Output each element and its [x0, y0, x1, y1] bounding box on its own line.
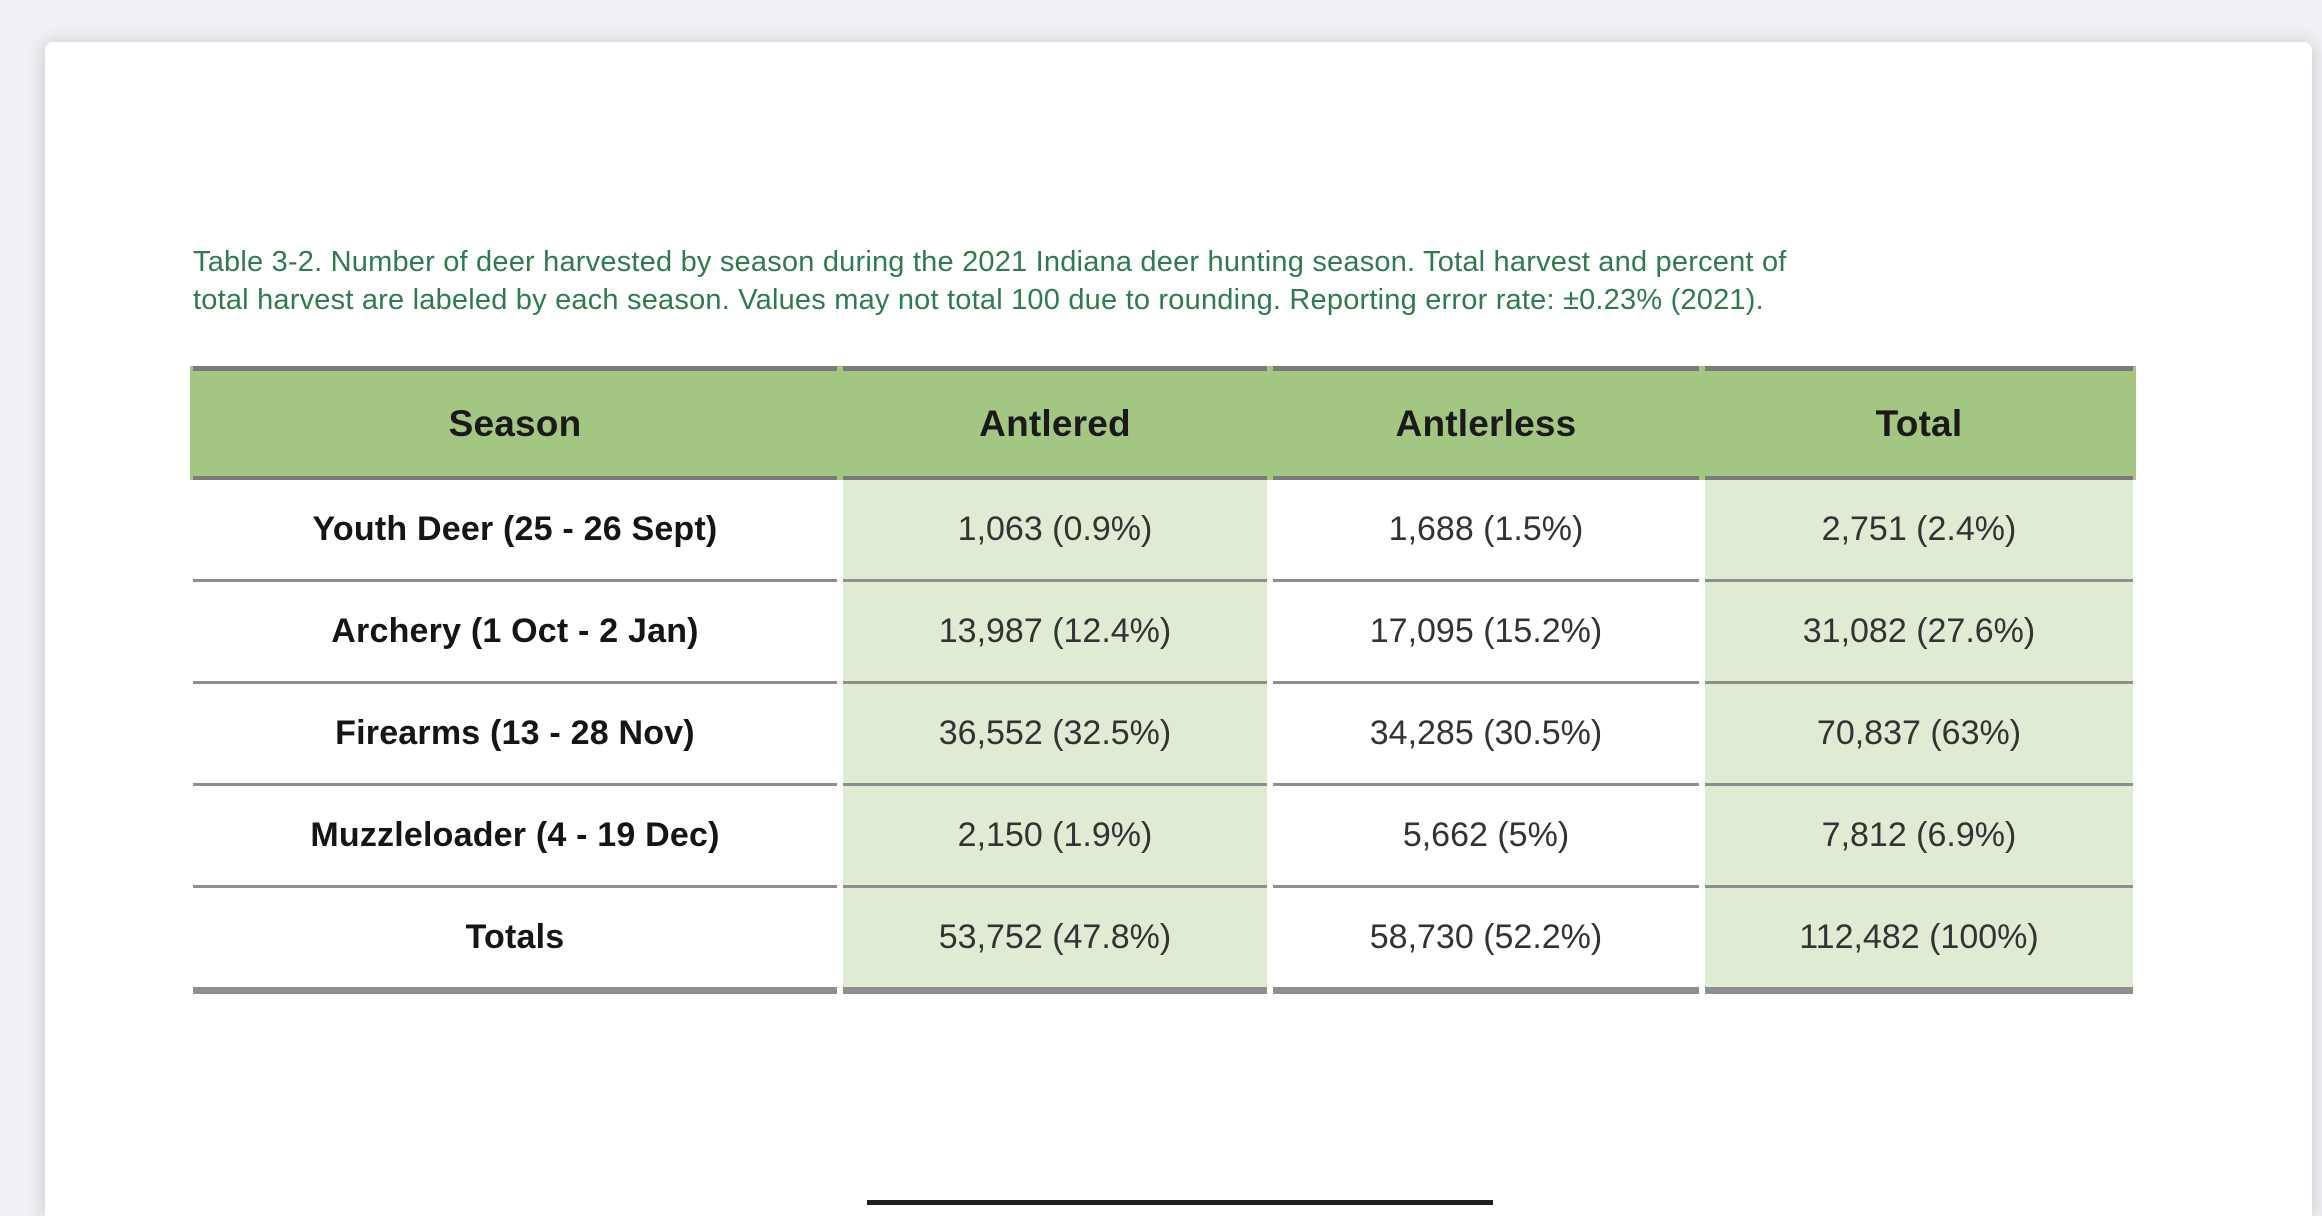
total-cell: 7,812 (6.9%): [1705, 786, 2133, 888]
antlerless-cell: 5,662 (5%): [1273, 786, 1699, 888]
harvest-table-body: Youth Deer (25 - 26 Sept) 1,063 (0.9%) 1,6…: [193, 480, 2133, 994]
table-row: Youth Deer (25 - 26 Sept) 1,063 (0.9%) 1,6…: [193, 480, 2133, 582]
antlered-cell: 13,987 (12.4%): [843, 582, 1267, 684]
antlered-cell: 36,552 (32.5%): [843, 684, 1267, 786]
table-caption-line-1: Table 3-2. Number of deer harvested by s…: [193, 246, 1787, 278]
totals-row: Totals 53,752 (47.8%) 58,730 (52.2%) 112,48…: [193, 888, 2133, 994]
table-caption: Table 3-2. Number of deer harvested by s…: [193, 243, 2113, 319]
season-cell: Youth Deer (25 - 26 Sept): [193, 480, 837, 582]
total-cell: 31,082 (27.6%): [1705, 582, 2133, 684]
total-cell: 112,482 (100%): [1705, 888, 2133, 994]
season-cell: Archery (1 Oct - 2 Jan): [193, 582, 837, 684]
season-cell: Firearms (13 - 28 Nov): [193, 684, 837, 786]
season-cell: Totals: [193, 888, 837, 994]
antlered-cell: 53,752 (47.8%): [843, 888, 1267, 994]
antlerless-cell: 1,688 (1.5%): [1273, 480, 1699, 582]
table-row: Firearms (13 - 28 Nov) 36,552 (32.5%) 34,2…: [193, 684, 2133, 786]
table-caption-line-2: total harvest are labeled by each season…: [193, 284, 1764, 316]
next-figure-top-rule: [867, 1200, 1493, 1205]
antlered-cell: 2,150 (1.9%): [843, 786, 1267, 888]
total-cell: 70,837 (63%): [1705, 684, 2133, 786]
table-header-row: Season Antlered Antlerless Total: [193, 366, 2133, 480]
antlerless-cell: 34,285 (30.5%): [1273, 684, 1699, 786]
column-header-antlered: Antlered: [843, 366, 1267, 480]
column-header-antlerless: Antlerless: [1273, 366, 1699, 480]
antlerless-cell: 58,730 (52.2%): [1273, 888, 1699, 994]
season-cell: Muzzleloader (4 - 19 Dec): [193, 786, 837, 888]
antlerless-cell: 17,095 (15.2%): [1273, 582, 1699, 684]
antlered-cell: 1,063 (0.9%): [843, 480, 1267, 582]
total-cell: 2,751 (2.4%): [1705, 480, 2133, 582]
table-row: Muzzleloader (4 - 19 Dec) 2,150 (1.9%) 5,6…: [193, 786, 2133, 888]
table-row: Archery (1 Oct - 2 Jan) 13,987 (12.4%) 17,…: [193, 582, 2133, 684]
column-header-season: Season: [193, 366, 837, 480]
document-page: Table 3-2. Number of deer harvested by s…: [45, 42, 2312, 1216]
deer-harvest-table: Season Antlered Antlerless Total Youth D…: [187, 366, 2139, 994]
column-header-total: Total: [1705, 366, 2133, 480]
